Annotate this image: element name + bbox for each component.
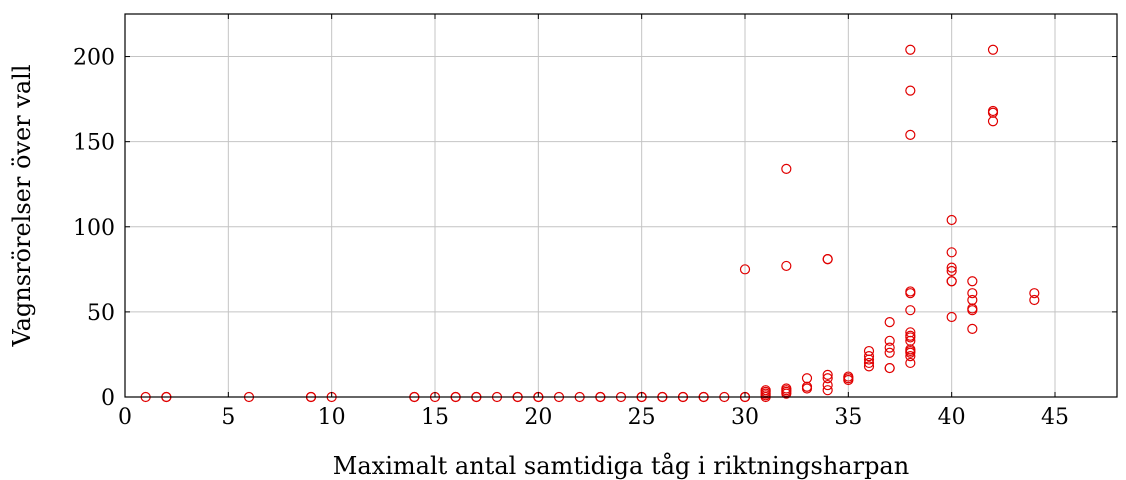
y-tick-label: 50 bbox=[87, 301, 115, 326]
data-point bbox=[781, 163, 792, 175]
data-point bbox=[884, 342, 895, 353]
data-point bbox=[905, 357, 916, 369]
data-point bbox=[987, 116, 999, 127]
data-point bbox=[884, 362, 895, 374]
x-axis-title: Maximalt antal samtidiga tåg i riktnings… bbox=[333, 451, 909, 480]
x-tick-label: 35 bbox=[834, 405, 862, 430]
data-point bbox=[987, 105, 999, 117]
x-axis-ticks: 0 5 10 15 20 25 30 35 40 45 bbox=[118, 14, 1069, 430]
data-point bbox=[905, 129, 916, 140]
data-point bbox=[822, 373, 833, 384]
x-tick-label: 10 bbox=[318, 405, 346, 430]
data-point bbox=[905, 305, 916, 316]
plot-frame bbox=[124, 13, 1118, 398]
grid bbox=[125, 14, 1117, 397]
data-point bbox=[822, 254, 833, 265]
data-point bbox=[863, 351, 875, 362]
data-point bbox=[863, 361, 875, 372]
data-point bbox=[863, 345, 875, 357]
data-point bbox=[967, 294, 978, 306]
data-point bbox=[739, 264, 751, 275]
data-point bbox=[822, 369, 833, 380]
y-axis-title: Vagnsrörelser över vall bbox=[8, 65, 36, 348]
data-point bbox=[946, 247, 957, 258]
y-tick-label: 200 bbox=[73, 46, 115, 71]
x-tick-label: 0 bbox=[118, 405, 132, 430]
data-point bbox=[863, 357, 875, 369]
y-axis-ticks: 0 50 100 150 200 bbox=[73, 46, 1117, 411]
x-tick-label: 40 bbox=[938, 405, 966, 430]
data-point bbox=[884, 317, 895, 328]
data-point bbox=[946, 276, 957, 287]
data-point bbox=[781, 383, 792, 394]
data-point bbox=[987, 44, 999, 55]
data-point bbox=[1029, 288, 1040, 299]
x-tick-label: 45 bbox=[1041, 405, 1069, 430]
y-tick-label: 0 bbox=[101, 386, 115, 411]
data-point bbox=[905, 330, 916, 341]
data-point bbox=[843, 371, 854, 382]
data-point bbox=[760, 385, 771, 396]
y-tick-label: 100 bbox=[73, 216, 115, 241]
data-point bbox=[905, 44, 916, 55]
x-tick-label: 30 bbox=[731, 405, 759, 430]
data-point bbox=[884, 335, 895, 346]
data-point bbox=[801, 373, 813, 384]
data-point bbox=[884, 347, 895, 358]
data-point bbox=[905, 85, 916, 96]
data-point bbox=[905, 351, 916, 362]
data-point bbox=[967, 323, 978, 335]
data-point bbox=[781, 260, 792, 272]
data-point bbox=[946, 265, 957, 277]
x-tick-label: 25 bbox=[628, 405, 656, 430]
data-point bbox=[946, 262, 957, 273]
data-point bbox=[1029, 294, 1040, 306]
y-tick-label: 150 bbox=[73, 131, 115, 156]
data-point bbox=[946, 311, 957, 323]
x-tick-label: 20 bbox=[524, 405, 552, 430]
data-point bbox=[822, 385, 833, 396]
x-tick-label: 5 bbox=[221, 405, 235, 430]
data-point bbox=[905, 286, 916, 297]
x-tick-label: 15 bbox=[421, 405, 449, 430]
data-point bbox=[967, 288, 978, 299]
data-point bbox=[946, 214, 957, 226]
data-point bbox=[967, 276, 978, 287]
data-point bbox=[905, 327, 916, 338]
data-points bbox=[140, 44, 1040, 403]
data-point bbox=[822, 379, 833, 391]
